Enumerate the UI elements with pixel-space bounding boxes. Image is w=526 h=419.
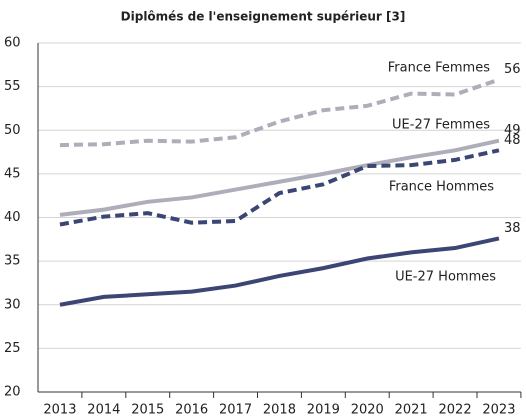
value-label: 38 <box>504 221 521 236</box>
value-label: 56 <box>504 62 521 77</box>
x-tick-label: 2018 <box>263 403 296 418</box>
chart-title: Diplômés de l'enseignement supérieur [3] <box>121 10 406 24</box>
series-label: UE-27 Femmes <box>392 118 490 133</box>
y-tick-label: 40 <box>4 210 21 225</box>
value-label: 49 <box>504 123 521 138</box>
series-label: France Hommes <box>389 180 494 195</box>
series-label: UE-27 Hommes <box>395 270 496 285</box>
y-tick-label: 45 <box>4 166 21 181</box>
x-tick-label: 2017 <box>219 403 252 418</box>
y-tick-label: 50 <box>4 123 21 138</box>
x-tick-label: 2023 <box>482 403 515 418</box>
x-tick-label: 2019 <box>307 403 340 418</box>
x-tick-label: 2014 <box>87 403 120 418</box>
y-tick-label: 35 <box>4 254 21 269</box>
x-tick-label: 2021 <box>395 403 428 418</box>
y-tick-label: 55 <box>4 79 21 94</box>
series-label: France Femmes <box>388 61 490 76</box>
series-line <box>59 148 500 227</box>
series-line <box>59 138 500 217</box>
series-line <box>59 236 500 307</box>
y-tick-label: 30 <box>4 297 21 312</box>
value-label: 48 <box>504 133 521 148</box>
x-tick-label: 2022 <box>439 403 472 418</box>
y-tick-label: 25 <box>4 341 21 356</box>
x-tick-label: 2013 <box>43 403 76 418</box>
x-tick-label: 2020 <box>351 403 384 418</box>
series-line <box>59 77 500 148</box>
x-tick-label: 2016 <box>175 403 208 418</box>
y-tick-label: 20 <box>4 385 21 400</box>
x-tick-label: 2015 <box>131 403 164 418</box>
y-tick-label: 60 <box>4 36 21 51</box>
